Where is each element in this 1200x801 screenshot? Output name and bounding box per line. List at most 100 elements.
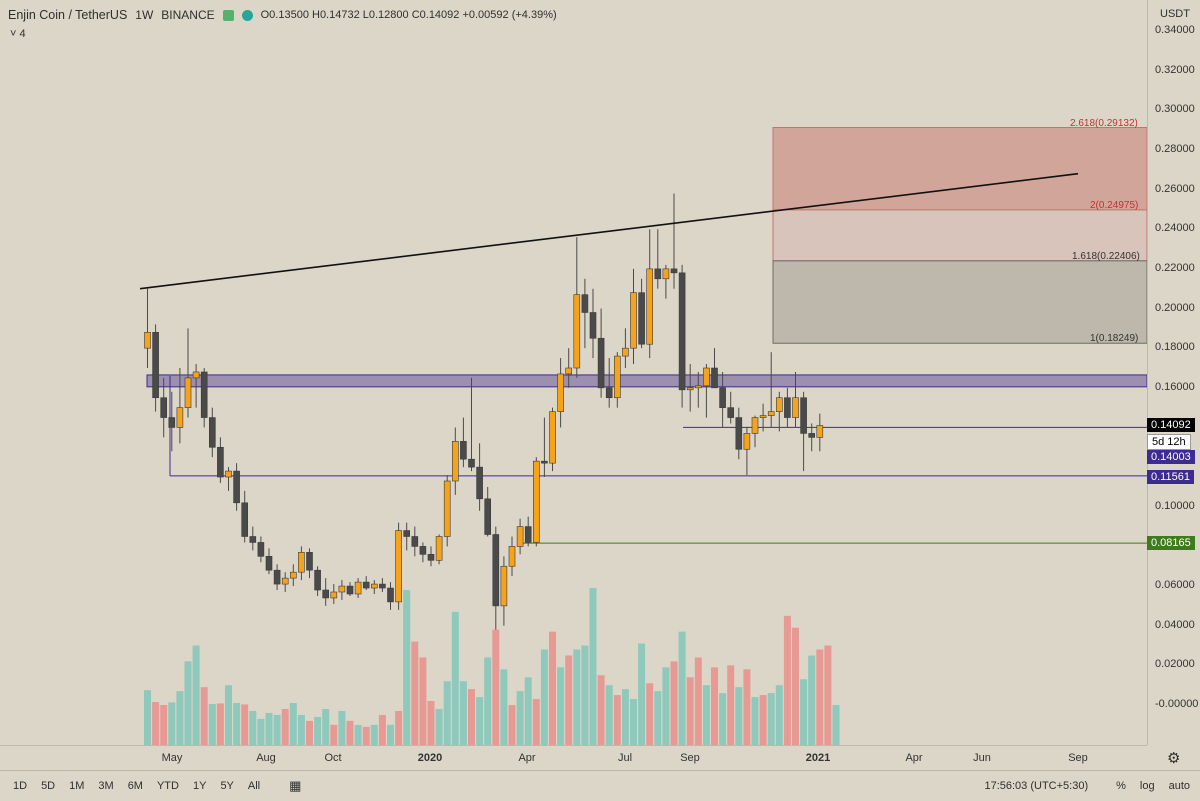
volume-bar bbox=[241, 704, 249, 745]
time-label: Jun bbox=[973, 752, 991, 764]
volume-bar bbox=[443, 681, 451, 745]
price-axis[interactable] bbox=[1147, 0, 1200, 745]
volume-bar bbox=[605, 685, 613, 745]
volume-bar bbox=[306, 720, 313, 745]
candle-body bbox=[670, 268, 678, 274]
timeframe-1m[interactable]: 1M bbox=[69, 780, 85, 792]
level-tag-a: 0.14003 bbox=[1147, 450, 1195, 464]
time-label: 2020 bbox=[417, 752, 443, 764]
volume-bar bbox=[200, 687, 208, 745]
price-axis-label: -0.00000 bbox=[1155, 698, 1199, 710]
candle-body bbox=[816, 425, 824, 438]
candle-body bbox=[346, 585, 354, 595]
volume-bar bbox=[257, 718, 265, 745]
clock-label[interactable]: 17:56:03 (UTC+5:30) bbox=[984, 780, 1089, 792]
fib-zone-upper bbox=[772, 127, 1147, 211]
volume-bar bbox=[775, 685, 783, 745]
timeframe-1d[interactable]: 1D bbox=[13, 780, 28, 792]
candle-body bbox=[727, 407, 735, 418]
candle-body bbox=[808, 433, 816, 438]
volume-bar bbox=[233, 703, 241, 745]
volume-bar bbox=[346, 720, 354, 745]
price-axis-label: 0.06000 bbox=[1155, 579, 1195, 592]
log-toggle[interactable]: log bbox=[1139, 780, 1155, 792]
symbol-name[interactable]: Enjin Coin / TetherUS bbox=[8, 8, 128, 22]
volume-bar bbox=[702, 685, 710, 745]
candle-body bbox=[694, 385, 702, 389]
candle-body bbox=[354, 581, 362, 595]
candle-body bbox=[735, 417, 743, 450]
volume-bar bbox=[476, 697, 484, 745]
volume-bar bbox=[613, 695, 621, 745]
price-axis-label: 0.34000 bbox=[1155, 24, 1195, 36]
candle-body bbox=[209, 417, 216, 448]
candle-body bbox=[298, 552, 305, 573]
candle-body bbox=[362, 581, 370, 589]
timeframe-1y[interactable]: 1Y bbox=[192, 780, 207, 792]
candle-body bbox=[241, 502, 248, 537]
candle-body bbox=[792, 397, 799, 418]
percent-toggle[interactable]: % bbox=[1116, 780, 1126, 792]
volume-bar bbox=[589, 588, 597, 745]
candle-body bbox=[476, 466, 483, 500]
candle-body bbox=[646, 268, 654, 345]
timeframe-all[interactable]: All bbox=[247, 780, 261, 792]
volume-bar bbox=[581, 645, 589, 745]
interval-label[interactable]: 1W bbox=[135, 8, 154, 22]
auto-toggle[interactable]: auto bbox=[1168, 780, 1190, 792]
time-label: Apr bbox=[905, 752, 923, 764]
timeframe-6m[interactable]: 6M bbox=[127, 780, 143, 792]
volume-bar bbox=[727, 665, 735, 745]
candle-body bbox=[338, 585, 346, 593]
candle-body bbox=[322, 589, 330, 599]
candle-body bbox=[370, 583, 378, 589]
candle-body bbox=[800, 397, 807, 434]
volume-bar bbox=[549, 631, 556, 745]
candle-body bbox=[419, 546, 427, 555]
candle-body bbox=[427, 554, 435, 561]
volume-bar bbox=[759, 695, 767, 745]
candle-body bbox=[492, 534, 500, 607]
candle-body bbox=[678, 272, 686, 391]
candle-body bbox=[403, 530, 411, 537]
price-axis-label: 0.32000 bbox=[1155, 63, 1195, 76]
exchange-label: BINANCE bbox=[161, 8, 215, 22]
price-axis-label: 0.04000 bbox=[1155, 618, 1195, 631]
chart-legend: Enjin Coin / TetherUS 1W BINANCE O0.1350… bbox=[8, 8, 557, 22]
volume-bar bbox=[597, 675, 605, 745]
candle-body bbox=[719, 387, 726, 408]
timeframe-5d[interactable]: 5D bbox=[41, 780, 56, 792]
price-axis-label: 0.24000 bbox=[1155, 222, 1195, 235]
time-label: May bbox=[161, 752, 183, 764]
candle-body bbox=[168, 417, 176, 428]
volume-bar bbox=[500, 669, 508, 745]
price-chart[interactable] bbox=[0, 0, 1147, 745]
candle-body bbox=[516, 526, 524, 547]
time-axis[interactable] bbox=[0, 745, 1147, 771]
timeframe-5y[interactable]: 5Y bbox=[220, 780, 234, 792]
gear-icon[interactable]: ⚙ bbox=[1167, 750, 1181, 767]
candle-body bbox=[233, 470, 240, 504]
fib-zone-middle bbox=[772, 209, 1147, 262]
indicator-toggle[interactable]: ˅ 4 bbox=[10, 28, 26, 40]
candle-body bbox=[589, 312, 597, 339]
price-axis-label: 0.18000 bbox=[1155, 341, 1195, 354]
volume-bar bbox=[540, 649, 548, 745]
candle-body bbox=[638, 292, 645, 345]
volume-bar bbox=[792, 627, 799, 745]
flag-icon[interactable] bbox=[222, 9, 234, 21]
candle-body bbox=[654, 268, 662, 280]
volume-bar bbox=[273, 714, 281, 745]
volume-bar bbox=[176, 691, 184, 745]
timeframe-ytd[interactable]: YTD bbox=[156, 780, 179, 792]
price-axis-label: 0.10000 bbox=[1155, 499, 1195, 512]
candle-body bbox=[160, 397, 167, 418]
candle-body bbox=[759, 415, 767, 418]
candle-body bbox=[460, 441, 467, 460]
timeframe-3m[interactable]: 3M bbox=[98, 780, 114, 792]
candle-body bbox=[265, 556, 273, 571]
fib-label-1: 1(0.18249) bbox=[1090, 333, 1139, 344]
candle-body bbox=[273, 569, 281, 585]
volume-bar bbox=[419, 657, 427, 745]
date-range-icon[interactable]: ▦ bbox=[289, 778, 302, 793]
